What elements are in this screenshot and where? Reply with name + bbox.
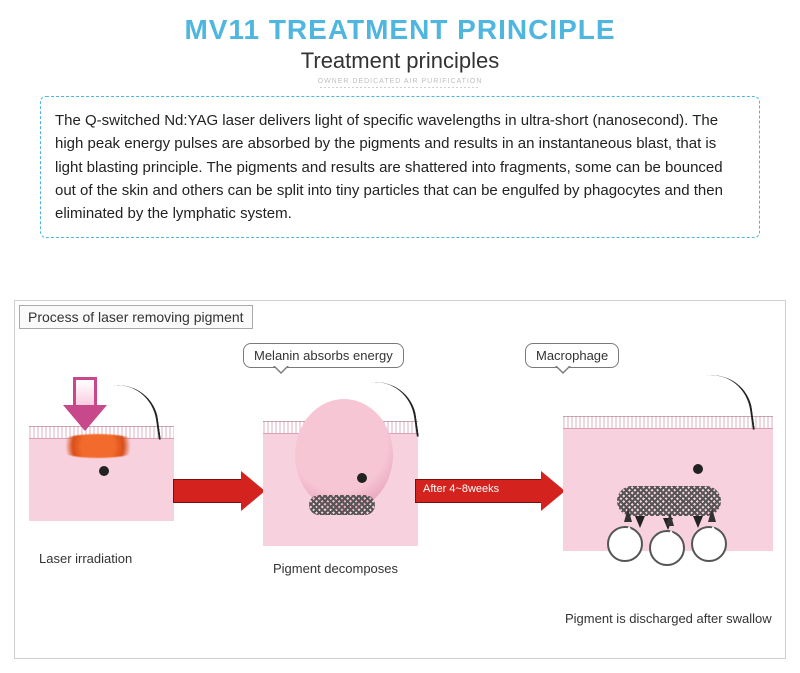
- macrophage-cell-icon: [691, 526, 727, 562]
- hair-bulb: [357, 473, 367, 483]
- laser-burst-icon: [53, 434, 143, 458]
- decorative-caption: OWNER DEDICATED AIR PURIFICATION: [0, 78, 800, 85]
- pigment-fragments-icon: [309, 495, 375, 515]
- hair-bulb: [693, 464, 703, 474]
- hair-bulb: [99, 466, 109, 476]
- macrophage-cell-icon: [607, 526, 643, 562]
- arrow-after-label: After 4~8weeks: [423, 483, 499, 495]
- macrophage-cell-icon: [649, 530, 685, 566]
- process-diagram: Process of laser removing pigment Melani…: [14, 300, 786, 659]
- hair-strand: [687, 370, 755, 438]
- description-box: The Q-switched Nd:YAG laser delivers lig…: [40, 96, 760, 238]
- title-divider: [320, 87, 480, 88]
- skin-panel-stage1: [29, 426, 174, 521]
- skin-panel-stage2: [263, 421, 418, 546]
- callout-macrophage: Macrophage: [525, 343, 619, 368]
- skin-panel-stage3: [563, 416, 773, 551]
- process-arrow-1-icon: [173, 471, 265, 511]
- discharge-arrow-icon: [693, 516, 703, 528]
- discharge-arrow-icon: [635, 516, 645, 528]
- process-arrow-2-icon: After 4~8weeks: [415, 471, 565, 511]
- callout-melanin: Melanin absorbs energy: [243, 343, 404, 368]
- page-subtitle: Treatment principles: [0, 48, 800, 74]
- stage2-label: Pigment decomposes: [273, 561, 398, 576]
- laser-down-arrow-icon: [63, 377, 107, 431]
- hair-strand: [351, 377, 419, 445]
- process-title-label: Process of laser removing pigment: [19, 305, 253, 329]
- stage3-label: Pigment is discharged after swallow: [565, 611, 772, 626]
- page-title: MV11 TREATMENT PRINCIPLE: [0, 0, 800, 46]
- stage1-label: Laser irradiation: [39, 551, 132, 566]
